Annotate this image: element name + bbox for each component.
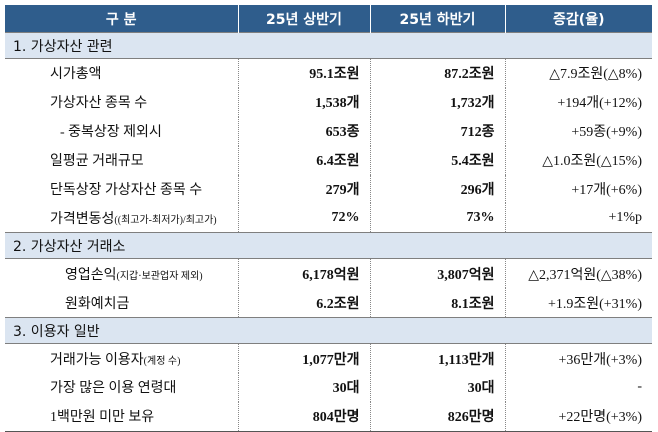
value-cell: 87.2조원: [369, 58, 505, 88]
data-row: 가격변동성((최고가-최저가)/최고가) 72% 73% +1%p: [5, 203, 652, 233]
value-cell: 653종: [237, 116, 370, 146]
header-cell: 증감(율): [504, 5, 652, 33]
value-cell: +22만명(+3%): [504, 401, 652, 432]
section-title: 2. 가상자산 거래소: [5, 232, 652, 260]
label-text: 1백만원 미만 보유: [50, 410, 155, 426]
row-label: 일평균 거래규모: [5, 146, 238, 175]
section-title: 1. 가상자산 관련: [5, 32, 652, 59]
value-cell: 296개: [369, 174, 505, 204]
label-text: 거래가능 이용자: [50, 352, 144, 368]
label-note: ((최고가-최저가)/최고가): [114, 214, 217, 226]
row-label: - 중복상장 제외시: [5, 117, 238, 146]
value-cell: 712종: [369, 116, 505, 146]
row-label: 영업손익(지갑·보관업자 제외): [5, 259, 238, 288]
data-row: 가장 많은 이용 연령대 30대 30대 -: [5, 373, 652, 402]
row-label: 거래가능 이용자(계정 수): [5, 344, 238, 373]
value-cell: +36만개(+3%): [504, 343, 652, 374]
value-cell: +1.9조원(+31%): [504, 288, 652, 318]
label-text: 가격변동성: [50, 211, 115, 227]
data-row: 거래가능 이용자(계정 수) 1,077만개 1,113만개 +36만개(+3%): [5, 343, 652, 374]
label-text: 시가총액: [50, 67, 102, 83]
value-cell: 30대: [369, 373, 505, 402]
header-cell: 25년 하반기: [369, 5, 505, 33]
row-label: 원화예치금: [5, 288, 238, 317]
value-cell: 826만명: [369, 401, 505, 432]
row-label: 1백만원 미만 보유: [5, 402, 238, 431]
section-row: 1. 가상자산 관련: [5, 32, 652, 59]
data-row: 단독상장 가상자산 종목 수 279개 296개 +17개(+6%): [5, 174, 652, 204]
value-cell: 95.1조원: [237, 58, 370, 88]
row-label: 단독상장 가상자산 종목 수: [5, 175, 238, 204]
section-row: 2. 가상자산 거래소: [5, 232, 652, 260]
value-cell: 1,077만개: [237, 343, 370, 374]
value-cell: +17개(+6%): [504, 174, 652, 204]
value-cell: 73%: [369, 203, 505, 233]
data-row: 가상자산 종목 수 1,538개 1,732개 +194개(+12%): [5, 87, 652, 117]
value-cell: +59종(+9%): [504, 116, 652, 146]
label-text: 일평균 거래규모: [50, 154, 144, 170]
label-text: 가장 많은 이용 연령대: [50, 381, 177, 397]
value-cell: △7.9조원(△8%): [504, 58, 652, 88]
header-cell: 구 분: [5, 5, 238, 33]
value-cell: 3,807억원: [369, 258, 505, 289]
data-row: 일평균 거래규모 6.4조원 5.4조원 △1.0조원(△15%): [5, 145, 652, 175]
section-title: 3. 이용자 일반: [5, 317, 652, 345]
value-cell: +1%p: [504, 203, 652, 233]
row-label: 시가총액: [5, 59, 238, 88]
label-text: 가상자산 종목 수: [50, 96, 148, 112]
value-cell: △2,371억원(△38%): [504, 258, 652, 289]
value-cell: 8.1조원: [369, 288, 505, 318]
value-cell: 1,538개: [237, 87, 370, 117]
value-cell: 1,732개: [369, 87, 505, 117]
value-cell: 6.4조원: [237, 145, 370, 175]
value-cell: 5.4조원: [369, 145, 505, 175]
data-row: 시가총액 95.1조원 87.2조원 △7.9조원(△8%): [5, 58, 652, 88]
value-cell: 279개: [237, 174, 370, 204]
label-text: - 중복상장 제외시: [60, 125, 162, 141]
data-row: 1백만원 미만 보유 804만명 826만명 +22만명(+3%): [5, 401, 652, 432]
value-cell: -: [504, 373, 652, 402]
label-text: 원화예치금: [65, 296, 130, 312]
row-label: 가장 많은 이용 연령대: [5, 373, 238, 402]
data-row: - 중복상장 제외시 653종 712종 +59종(+9%): [5, 116, 652, 146]
row-label: 가상자산 종목 수: [5, 88, 238, 117]
section-row: 3. 이용자 일반: [5, 317, 652, 345]
value-cell: 804만명: [237, 401, 370, 432]
label-text: 영업손익: [65, 267, 117, 283]
value-cell: +194개(+12%): [504, 87, 652, 117]
header-row: 구 분 25년 상반기 25년 하반기 증감(율): [5, 5, 652, 33]
value-cell: △1.0조원(△15%): [504, 145, 652, 175]
data-row: 영업손익(지갑·보관업자 제외) 6,178억원 3,807억원 △2,371억원(△…: [5, 258, 652, 289]
value-cell: 72%: [237, 203, 370, 233]
value-cell: 6,178억원: [237, 258, 370, 289]
row-label: 가격변동성((최고가-최저가)/최고가): [5, 203, 238, 232]
data-row: 원화예치금 6.2조원 8.1조원 +1.9조원(+31%): [5, 288, 652, 318]
label-text: 단독상장 가상자산 종목 수: [50, 183, 203, 198]
label-note: (계정 수): [143, 355, 181, 367]
value-cell: 1,113만개: [369, 343, 505, 374]
label-note: (지갑·보관업자 제외): [116, 270, 203, 282]
value-cell: 30대: [237, 373, 370, 402]
value-cell: 6.2조원: [237, 288, 370, 318]
header-cell: 25년 상반기: [237, 5, 370, 33]
